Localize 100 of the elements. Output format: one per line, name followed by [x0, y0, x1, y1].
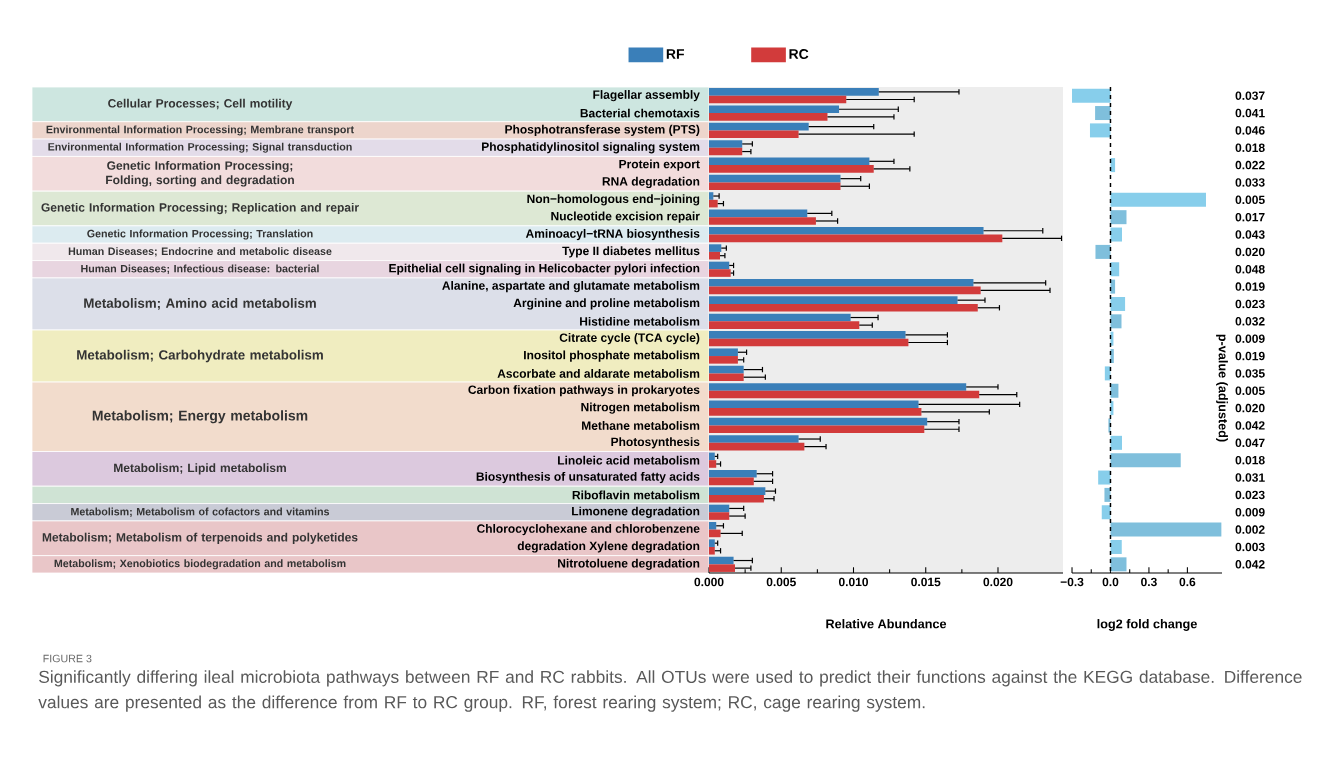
bar	[1110, 227, 1123, 242]
y-tick-label: Citrate cycle (TCA cycle)	[559, 333, 700, 345]
y-tick-label: Alanine, aspartate and glutamate metabolism	[442, 280, 700, 293]
bar	[709, 140, 743, 148]
x-tick-label: 0.000	[694, 577, 724, 587]
text: Human Diseases; Infectious disease: bacterial	[81, 264, 319, 274]
bar	[709, 234, 1003, 243]
y-tick-label: 0.022	[1235, 160, 1265, 170]
caption: FIGURE 3	[43, 654, 92, 663]
bar	[1110, 383, 1119, 398]
y-tick-label: 0.023	[1235, 490, 1265, 500]
x-tick-label: 0.3	[1141, 577, 1157, 587]
text: Environmental Information Processing; Signal transduction	[48, 142, 352, 153]
y2-axis-title: p-value (adjusted)	[1216, 334, 1228, 442]
bar	[709, 251, 720, 260]
bar	[709, 383, 967, 391]
y-tick-label: 0.019	[1235, 282, 1265, 291]
y-tick-label: 0.031	[1235, 473, 1265, 482]
y-tick-label: Nitrogen metabolism	[581, 402, 700, 414]
y-tick-label: Phosphatidylinositol signaling system	[482, 142, 700, 154]
bar	[1089, 123, 1111, 138]
bar	[709, 522, 717, 530]
bar	[709, 147, 743, 156]
y-tick-label: degradation Xylene degradation	[517, 541, 700, 553]
text: Environmental Information Processing; Membrane transport	[46, 125, 354, 136]
bar	[709, 321, 860, 329]
text: Genetic Information Processing; Replication and repair	[41, 202, 359, 215]
bar	[709, 556, 734, 565]
y-tick-label: 0.042	[1235, 560, 1265, 569]
y-tick-label: Limonene degradation	[572, 506, 700, 518]
bar	[709, 209, 808, 218]
text: Genetic Information Processing; Translation	[87, 229, 313, 240]
bar	[709, 182, 841, 191]
y-tick-label: 0.046	[1235, 126, 1265, 135]
y-tick-label: 0.019	[1235, 351, 1265, 361]
legend-label: RF	[666, 49, 685, 59]
y-tick-label: 0.003	[1235, 542, 1265, 552]
bar	[709, 261, 730, 270]
bar	[709, 286, 981, 295]
text: Metabolism; Amino acid metabolism	[84, 298, 316, 310]
bar	[709, 425, 925, 434]
x-axis-title: log2 fold change	[1097, 619, 1197, 631]
bar	[709, 192, 714, 200]
y-tick-label: Flagellar assembly	[593, 90, 700, 102]
y-tick-label: 0.041	[1235, 108, 1265, 118]
y-tick-label: 0.005	[1235, 386, 1265, 396]
bar	[709, 442, 805, 451]
y-tick-label: Protein export	[619, 159, 700, 171]
bar	[709, 226, 984, 235]
text: Metabolism; Energy metabolism	[92, 410, 308, 424]
y-tick-label: RNA degradation	[602, 176, 700, 189]
text: Human Diseases; Endocrine and metabolic disease	[68, 247, 332, 257]
y-tick-label: Chlorocyclohexane and chlorobenzene	[477, 524, 700, 536]
bar	[709, 279, 974, 287]
bar	[709, 494, 764, 503]
y-tick-label: Ascorbate and aldarate metabolism	[497, 368, 700, 378]
bar	[1098, 470, 1111, 485]
y-tick-label: Nucleotide excision repair	[551, 211, 700, 223]
bar	[709, 564, 736, 572]
bar	[709, 313, 851, 322]
y-tick-label: 0.047	[1235, 438, 1265, 448]
text: Genetic Information Processing; Folding, sorting and degradation	[106, 160, 294, 187]
y-tick-label: 0.035	[1235, 369, 1265, 378]
y-tick-label: 0.048	[1235, 265, 1265, 274]
y-tick-label: 0.017	[1235, 212, 1265, 222]
y-tick-label: Methane metabolism	[582, 421, 700, 430]
y-tick-label: Linoleic acid metabolism	[558, 455, 700, 465]
bar	[709, 365, 744, 374]
y-tick-label: Arginine and proline metabolism	[513, 298, 700, 310]
text: Metabolism; Xenobiotics biodegradation and metabolism	[54, 559, 346, 570]
y-tick-label: Aminoacyl−tRNA biosynthesis	[525, 228, 700, 241]
x-tick-label: 0.0	[1102, 577, 1119, 587]
bar	[1101, 505, 1111, 520]
bar	[1110, 210, 1127, 225]
bar	[709, 504, 730, 513]
bar	[1110, 522, 1222, 537]
y-tick-label: Riboflavin metabolism	[572, 490, 700, 500]
text: Cellular Processes; Cell motility	[108, 98, 293, 110]
bar	[709, 130, 799, 138]
y-tick-label: Epithelial cell signaling in Helicobacter pylori infection	[389, 263, 700, 275]
bar	[709, 400, 919, 409]
bar	[709, 296, 958, 304]
y-tick-label: 0.020	[1235, 247, 1265, 257]
x-tick-label: 0.010	[838, 577, 869, 587]
bar	[1110, 435, 1123, 450]
y-tick-label: 0.043	[1235, 230, 1265, 239]
y-tick-label: 0.020	[1235, 403, 1265, 413]
bar	[1110, 192, 1206, 207]
bar	[709, 105, 840, 114]
y-tick-label: 0.002	[1235, 525, 1265, 534]
bar	[1110, 557, 1127, 572]
bar	[709, 88, 879, 96]
y-tick-label: 0.032	[1235, 317, 1265, 326]
bar	[709, 95, 847, 104]
bar	[709, 356, 738, 364]
x-tick-label: −0.3	[1060, 577, 1084, 587]
bar	[709, 244, 722, 252]
bar	[1110, 296, 1126, 311]
legend-label: RC	[789, 49, 809, 59]
bar	[1072, 88, 1111, 103]
